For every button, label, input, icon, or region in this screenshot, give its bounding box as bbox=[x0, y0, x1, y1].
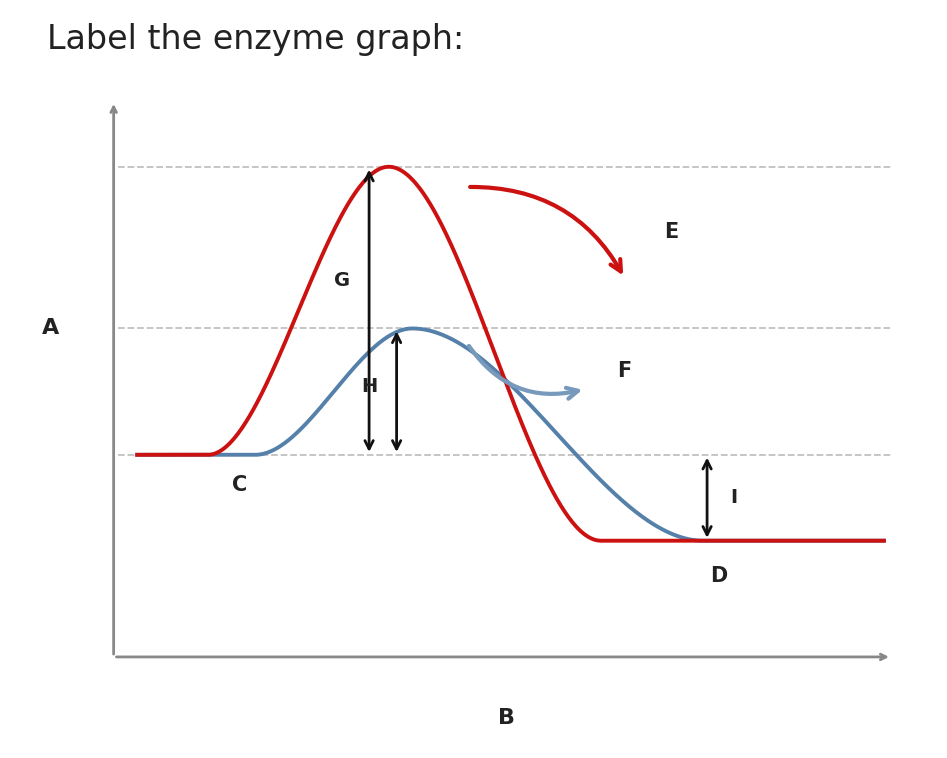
Text: E: E bbox=[664, 222, 678, 243]
Text: I: I bbox=[731, 488, 738, 507]
Text: G: G bbox=[333, 271, 349, 290]
Text: C: C bbox=[232, 475, 247, 495]
Text: D: D bbox=[710, 566, 727, 586]
Text: F: F bbox=[616, 362, 631, 381]
Text: Label the enzyme graph:: Label the enzyme graph: bbox=[47, 23, 465, 56]
Text: A: A bbox=[42, 318, 60, 339]
Text: H: H bbox=[361, 377, 377, 396]
Text: B: B bbox=[498, 707, 515, 728]
